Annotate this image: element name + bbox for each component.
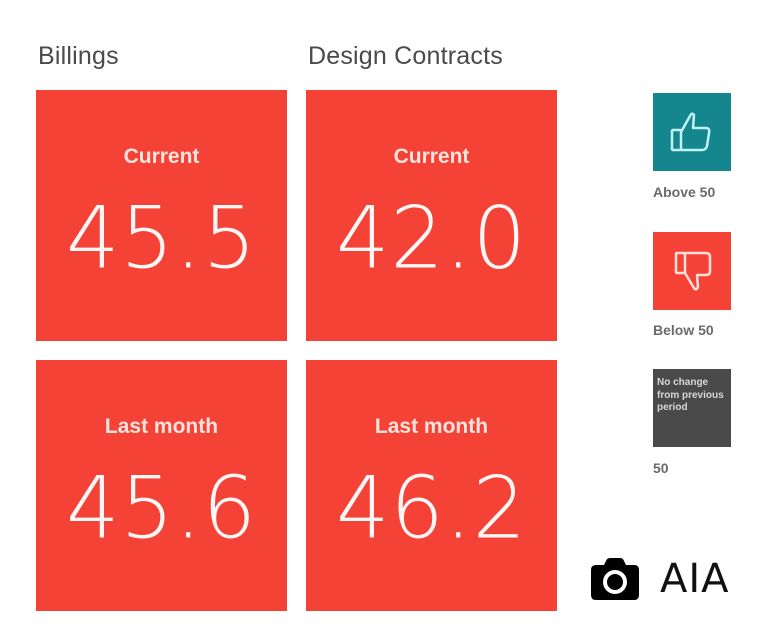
thumbs-down-icon	[674, 251, 712, 291]
tile-value: 42.0	[335, 188, 528, 288]
billings-last-month-tile: Last month 45.6	[36, 360, 287, 611]
tile-value: 46.2	[335, 458, 528, 558]
tile-label: Current	[123, 145, 200, 168]
below-50-legend-swatch	[653, 232, 731, 310]
billings-column-title: Billings	[38, 42, 119, 70]
below-50-label: Below 50	[653, 322, 714, 338]
photo-credit: AIA	[590, 556, 730, 602]
no-change-label: 50	[653, 460, 669, 476]
thumbs-up-icon	[670, 112, 711, 152]
tile-value: 45.5	[65, 188, 258, 288]
design-contracts-current-tile: Current 42.0	[306, 90, 557, 341]
tile-label: Current	[393, 145, 470, 168]
above-50-legend-swatch	[653, 93, 731, 171]
design-contracts-column-title: Design Contracts	[308, 42, 503, 70]
tile-label: Last month	[104, 415, 219, 438]
billings-current-tile: Current 45.5	[36, 90, 287, 341]
tile-value: 45.6	[65, 458, 258, 558]
above-50-label: Above 50	[653, 184, 716, 200]
design-contracts-last-month-tile: Last month 46.2	[306, 360, 557, 611]
credit-text: AIA	[660, 556, 730, 602]
tile-label: Last month	[374, 415, 489, 438]
no-change-legend-swatch: No change from previous period	[653, 369, 731, 447]
camera-icon	[591, 558, 639, 600]
